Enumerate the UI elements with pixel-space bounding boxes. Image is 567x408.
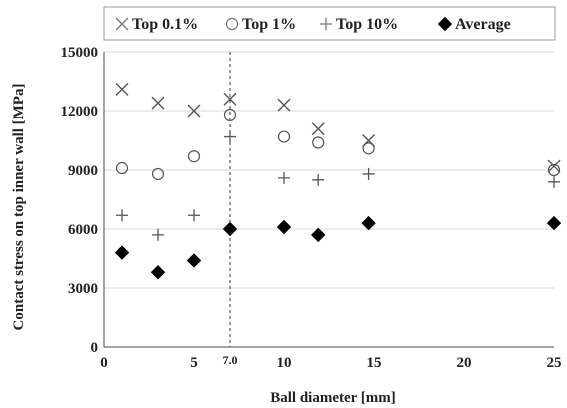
data-point-diamond (276, 219, 292, 235)
data-point-circle (223, 108, 237, 122)
y-tick-label: 15000 (61, 45, 99, 61)
data-point-plus (548, 175, 560, 188)
data-point-plus (116, 209, 128, 222)
x-tick-label: 10 (277, 355, 292, 371)
series-plus (116, 130, 560, 241)
legend: Top 0.1% Top 1% Top 10% Average (103, 6, 556, 41)
data-point-circle (362, 142, 375, 155)
data-point-plus (152, 228, 164, 241)
reference-line: 7.0 (223, 52, 238, 367)
legend-symbol-diamond (437, 16, 453, 32)
data-point-plus (188, 209, 200, 222)
data-point-x-mark (115, 82, 129, 96)
data-point-plus (224, 130, 236, 143)
data-point-diamond (222, 221, 238, 237)
y-tick-label: 0 (91, 340, 99, 356)
data-point-x-mark (151, 96, 165, 110)
x-tick-label: 15 (367, 355, 382, 371)
data-point-x-mark (277, 98, 291, 112)
series-circle (115, 108, 561, 181)
data-point-circle (277, 130, 291, 143)
legend-entry-label: Top 1% (242, 16, 296, 33)
data-point-circle (151, 167, 165, 181)
data-point-diamond (361, 215, 376, 231)
data-point-diamond (310, 227, 326, 243)
y-tick-label: 6000 (68, 222, 98, 238)
data-point-diamond (186, 253, 202, 268)
legend-symbol-x-mark (115, 17, 129, 31)
data-point-circle (312, 136, 325, 149)
data-point-plus (362, 167, 375, 180)
x-axis-label: Ball diameter [mm] (270, 390, 396, 406)
legend-entry-label: Average (455, 16, 511, 33)
legend-entry-label: Top 10% (336, 16, 398, 33)
y-tick-labels: 0 3000 6000 9000 12000 15000 (61, 45, 99, 356)
series-diamond (114, 215, 562, 280)
y-tick-label: 3000 (68, 281, 98, 297)
data-point-x-mark (223, 92, 237, 106)
y-tick-label: 12000 (61, 104, 99, 120)
gridlines (104, 51, 554, 289)
data-point-diamond (150, 265, 166, 280)
data-point-x-mark (311, 122, 325, 136)
series-x-mark (115, 82, 561, 173)
data-point-circle (547, 163, 561, 177)
data-point-circle (115, 161, 129, 175)
legend-symbol-plus (320, 18, 332, 30)
data-point-plus (312, 173, 325, 186)
data-point-x-mark (547, 159, 561, 173)
y-axis-label: Contact stress on top inner wall [MPa] (11, 84, 27, 331)
data-point-diamond (546, 215, 562, 231)
y-tick-label: 9000 (68, 163, 98, 179)
legend-entry-label: Top 0.1% (132, 16, 198, 33)
reference-line-label: 7.0 (223, 353, 238, 367)
x-tick-labels: 0 5 10 15 20 25 (100, 355, 561, 371)
legend-symbol-circle (225, 17, 239, 31)
data-point-x-mark (187, 104, 201, 118)
data-point-plus (278, 171, 290, 184)
data-point-circle (187, 150, 201, 163)
axes (103, 52, 554, 348)
data-point-diamond (114, 245, 130, 260)
x-tick-label: 5 (190, 355, 198, 371)
x-tick-label: 0 (100, 355, 108, 371)
x-tick-label: 20 (457, 355, 472, 371)
x-tick-label: 25 (547, 355, 562, 371)
data-marks (114, 82, 562, 280)
